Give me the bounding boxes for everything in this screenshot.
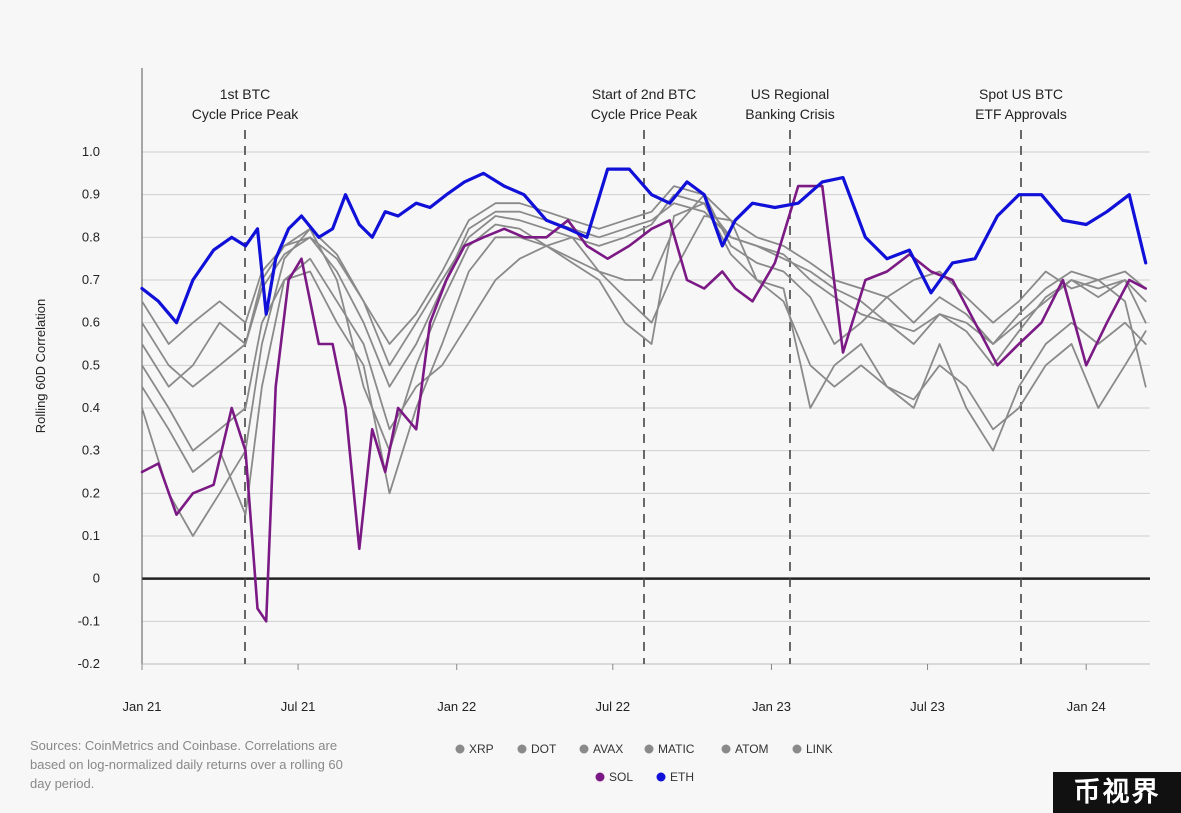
legend-label-matic: MATIC: [658, 742, 695, 756]
source-note: Sources: CoinMetrics and Coinbase. Corre…: [30, 738, 343, 791]
legend-label-eth: ETH: [670, 770, 694, 784]
annotation-4-line1: Spot US BTC: [979, 86, 1063, 102]
series-line-matic: [141, 202, 1147, 495]
x-tick-labels: Jan 21 Jul 21 Jan 22 Jul 22 Jan 23 Jul 23 Jan …: [122, 664, 1106, 714]
y-tick-label: -0.2: [78, 656, 100, 671]
series-lines: [140, 167, 1148, 623]
x-tick-label: Jul 23: [910, 699, 945, 714]
x-tick-label: Jul 22: [595, 699, 630, 714]
y-tick-label: 0.2: [82, 485, 100, 500]
x-tick-label: Jan 24: [1067, 699, 1106, 714]
watermark-logo: 币视界: [1053, 772, 1181, 813]
y-tick-labels: 1.0 0.9 0.8 0.7 0.6 0.5 0.4 0.3 0.2 0.1 0 -0.1 -0.2: [78, 144, 100, 671]
annotation-1-line1: 1st BTC: [220, 86, 271, 102]
legend-marker-eth: [656, 772, 666, 782]
series-line-avax: [141, 193, 1147, 537]
legend-marker-xrp: [455, 744, 465, 754]
legend-marker-dot: [517, 744, 527, 754]
y-tick-label: 0.1: [82, 528, 100, 543]
y-tick-label: 0: [93, 571, 100, 586]
legend-marker-sol: [595, 772, 605, 782]
legend-label-xrp: XRP: [469, 742, 494, 756]
y-tick-label: 0.6: [82, 315, 100, 330]
x-tick-label: Jan 21: [122, 699, 161, 714]
legend-label-sol: SOL: [609, 770, 633, 784]
annotation-2-line2: Cycle Price Peak: [591, 106, 699, 122]
grid-lines: [141, 68, 1150, 665]
legend-label-avax: AVAX: [593, 742, 623, 756]
legend-label-link: LINK: [806, 742, 833, 756]
annotation-2-line1: Start of 2nd BTC: [592, 86, 696, 102]
x-tick-label: Jul 21: [281, 699, 316, 714]
y-tick-label: 0.5: [82, 357, 100, 372]
y-axis-label: Rolling 60D Correlation: [33, 299, 48, 433]
y-tick-label: 0.7: [82, 272, 100, 287]
y-tick-label: -0.1: [78, 613, 100, 628]
y-tick-label: 0.8: [82, 229, 100, 244]
annotation-3-line1: US Regional: [751, 86, 830, 102]
legend: XRP DOT AVAX MATIC ATOM LINK SOL ETH: [455, 742, 833, 784]
legend-marker-atom: [721, 744, 731, 754]
series-line-atom: [141, 202, 1147, 388]
x-tick-label: Jan 22: [437, 699, 476, 714]
y-tick-label: 0.4: [82, 400, 100, 415]
series-line-eth: [140, 167, 1148, 325]
legend-marker-avax: [579, 744, 589, 754]
y-tick-label: 1.0: [82, 144, 100, 159]
x-tick-label: Jan 23: [752, 699, 791, 714]
legend-marker-link: [792, 744, 802, 754]
annotation-3-line2: Banking Crisis: [745, 106, 834, 122]
annotation-1-line2: Cycle Price Peak: [192, 106, 300, 122]
legend-marker-matic: [644, 744, 654, 754]
event-markers: [244, 130, 1022, 664]
event-annotations: 1st BTC Cycle Price Peak Start of 2nd BT…: [192, 86, 1067, 122]
y-tick-label: 0.3: [82, 443, 100, 458]
series-line-xrp: [141, 215, 1147, 516]
legend-label-dot: DOT: [531, 742, 557, 756]
annotation-4-line2: ETF Approvals: [975, 106, 1067, 122]
y-tick-label: 0.9: [82, 187, 100, 202]
legend-label-atom: ATOM: [735, 742, 769, 756]
